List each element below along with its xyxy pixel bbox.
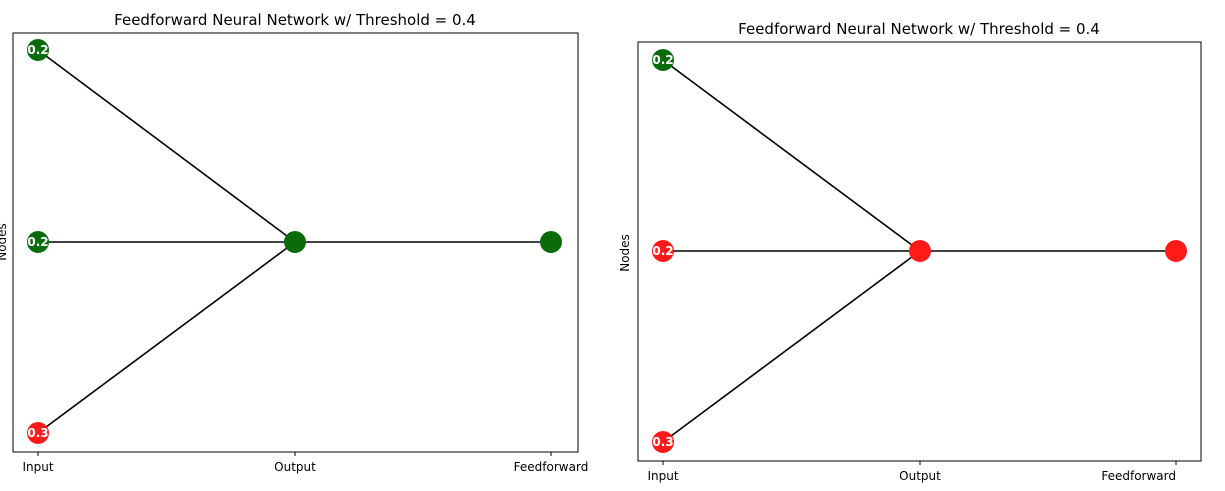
chart-2-x-tick-label-feedforward: Feedforward [1101, 469, 1176, 483]
chart-1-input-node-2-label: 0.2 [27, 235, 48, 249]
chart-2-edges [662, 59, 1176, 443]
chart-1-title: Feedforward Neural Network w/ Threshold … [114, 11, 476, 29]
chart-1-x-tick-label-input: Input [22, 460, 53, 474]
chart-panel-1: Feedforward Neural Network w/ Threshold … [0, 11, 588, 474]
chart-1-input-node-2 [27, 231, 49, 253]
chart-2-input-node-2-label: 0.2 [652, 244, 673, 258]
chart-2-x-tick-label-output: Output [899, 469, 941, 483]
chart-1-input-node-1 [27, 39, 49, 61]
chart-1-edge-input3-output [37, 241, 296, 434]
chart-2-feedforward-node [1165, 240, 1187, 262]
chart-1-input-node-1-label: 0.2 [27, 43, 48, 57]
chart-2-title: Feedforward Neural Network w/ Threshold … [738, 20, 1100, 38]
chart-1-x-ticks: Input Output Feedforward [22, 452, 588, 474]
chart-2-x-ticks: Input Output Feedforward [647, 461, 1177, 483]
chart-2-nodes: 0.2 0.2 0.3 [652, 49, 1187, 453]
chart-2-input-node-2 [652, 240, 674, 262]
chart-2-output-node [909, 240, 931, 262]
chart-1-output-node [284, 231, 306, 253]
chart-1-x-tick-label-output: Output [274, 460, 316, 474]
chart-1-feedforward-node [540, 231, 562, 253]
chart-2-input-node-3-label: 0.3 [652, 435, 673, 449]
chart-1-input-node-3-label: 0.3 [27, 426, 48, 440]
chart-1-nodes: 0.2 0.2 0.3 [27, 39, 562, 444]
chart-2-edge-input1-output [662, 59, 921, 252]
chart-2-edge-input3-output [662, 250, 921, 443]
chart-1-input-node-3 [27, 422, 49, 444]
chart-2-y-axis-label: Nodes [618, 234, 632, 272]
chart-2-input-node-3 [652, 431, 674, 453]
chart-2-input-node-1-label: 0.2 [652, 53, 673, 67]
chart-2-x-tick-label-input: Input [647, 469, 678, 483]
chart-1-edges [37, 49, 551, 434]
chart-1-x-tick-label-feedforward: Feedforward [514, 460, 589, 474]
chart-panel-2: Feedforward Neural Network w/ Threshold … [618, 20, 1202, 483]
chart-1-y-axis-label: Nodes [0, 223, 9, 261]
chart-2-input-node-1 [652, 49, 674, 71]
chart-1-edge-input1-output [37, 49, 296, 243]
